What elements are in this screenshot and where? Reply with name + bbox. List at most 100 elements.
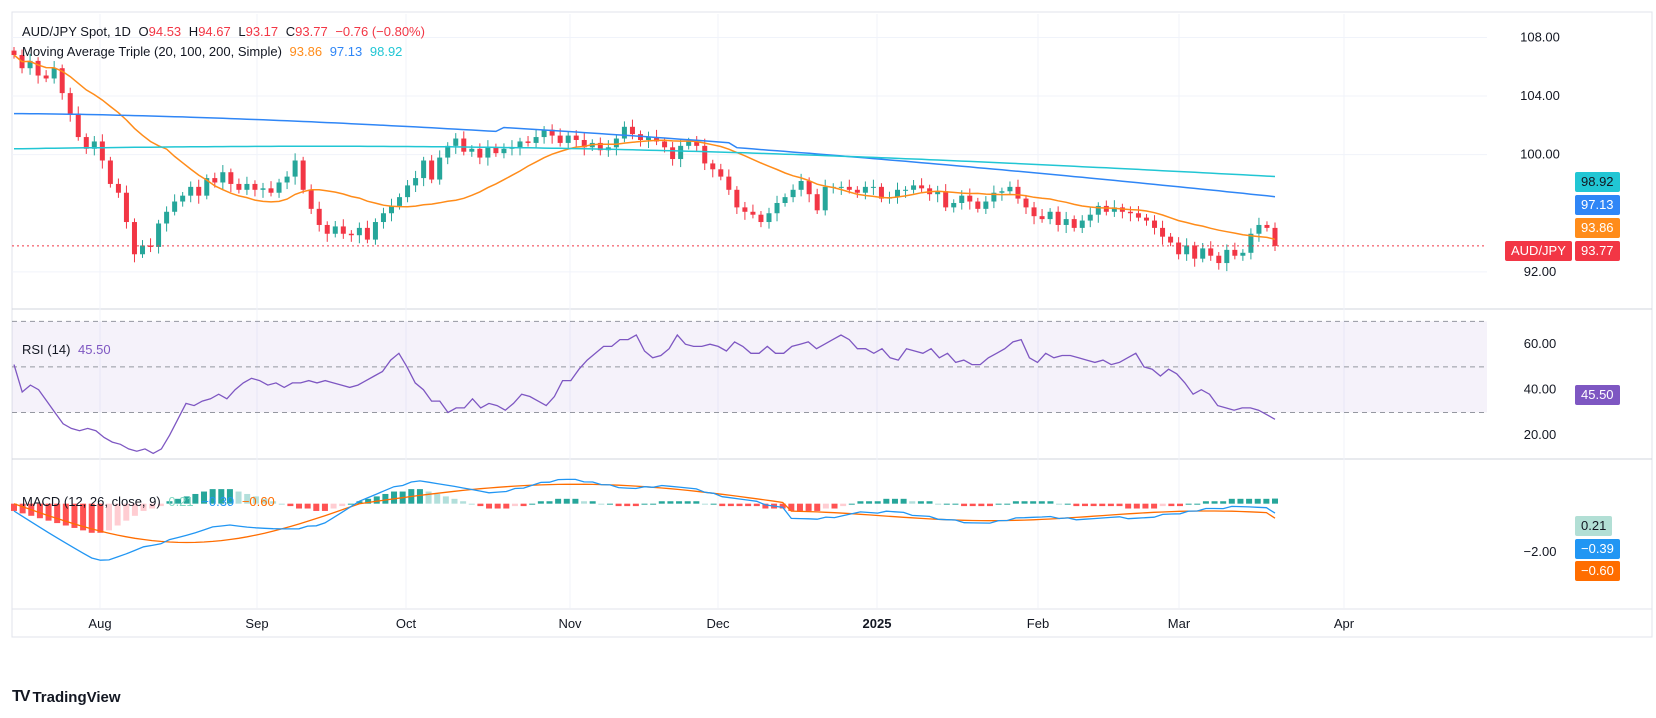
candle-body [364,227,370,240]
candle-body [1127,211,1133,214]
candle-body [421,160,427,179]
histogram-bar [986,503,993,507]
candle-body [348,233,354,236]
candle-body [308,189,314,209]
histogram-bar [226,489,233,504]
histogram-bar [1168,503,1175,507]
histogram-bar [1185,503,1192,505]
candle-body [1031,207,1037,217]
candle-body [597,142,603,151]
x-tick-label: Aug [88,616,111,631]
candle-body [107,160,113,184]
histogram-bar [874,501,881,504]
candle-body [1264,224,1270,228]
open-value: 94.53 [148,24,182,39]
histogram-bar [235,491,242,504]
histogram-bar [209,489,216,504]
histogram-bar [451,498,458,504]
histogram-bar [779,503,786,509]
candle-body [292,160,298,177]
signal-legend-value: −0.60 [241,494,275,509]
x-tick-label: Apr [1334,616,1355,631]
rsi-tick-label: 40.00 [1524,382,1557,397]
histogram-bar [658,501,665,504]
histogram-bar [261,498,268,504]
candle-body [43,75,49,79]
hist-tag: 0.21 [1575,516,1613,536]
histogram-bar [1133,503,1140,509]
candle-body [525,141,531,143]
histogram-bar [175,498,182,504]
candle-body [35,60,41,76]
candle-body [1071,219,1077,228]
histogram-bar [19,503,26,514]
histogram-bar [926,501,933,504]
rsi-legend-label: RSI (14) [22,342,71,357]
histogram-bar [909,501,916,504]
candle-body [662,141,668,148]
histogram-bar [71,503,78,528]
candle-body [260,188,266,190]
histogram-bar [149,503,156,509]
candle-body [1184,245,1190,255]
candle-body [846,186,852,190]
hist-legend-value: 0.21 [168,494,194,509]
candle-body [991,192,997,202]
candle-body [734,189,740,208]
histogram-bar [831,503,838,509]
histogram-bar [321,503,328,511]
histogram-bar [382,493,389,504]
candle-body [557,135,563,143]
ma100-tag: 97.13 [1575,195,1620,215]
candle-body [541,129,547,138]
histogram-bar [891,498,898,504]
histogram-bar [106,503,113,531]
brand[interactable]: TV TradingView [12,688,121,706]
histogram-bar [80,503,87,531]
histogram-bar [192,493,199,504]
histogram-bar [140,503,147,511]
histogram-bar [330,503,337,509]
histogram-bar [365,498,372,504]
candle-body [131,222,137,255]
histogram-bar [943,503,950,505]
candle-body [236,183,242,190]
candle-body [1135,213,1141,218]
histogram-bar [62,503,69,526]
macd-tag: −0.39 [1575,539,1620,559]
candle-body [999,191,1005,193]
histogram-bar [1211,501,1218,504]
histogram-bar [710,503,717,505]
candle-body [742,207,748,212]
candle-body [188,186,194,196]
candle-body [172,201,178,212]
histogram-bar [442,496,449,504]
low-value: 93.17 [245,24,279,39]
histogram-bar [701,503,708,505]
histogram-bar [1038,501,1045,504]
candle-body [710,163,716,170]
histogram-bar [969,503,976,507]
histogram-bar [1228,498,1235,504]
histogram-bar [1090,503,1097,507]
histogram-bar [252,496,259,504]
candle-body [1055,211,1061,225]
ma-legend: Moving Average Triple (20, 100, 200, Sim… [22,44,406,60]
candle-body [1095,205,1101,215]
candle-body [838,186,844,188]
histogram-bar [1202,501,1209,504]
symbol-tag: AUD/JPY [1505,241,1572,261]
ma20-tag: 93.86 [1575,218,1620,238]
candle-body [694,141,700,146]
histogram-bar [1021,501,1028,504]
candle-body [1087,214,1093,221]
histogram-bar [667,501,674,504]
macd-legend-value: −0.39 [201,494,235,509]
histogram-bar [650,503,657,505]
macd-legend: MACD (12, 26, close, 9) 0.21 −0.39 −0.60 [22,494,279,510]
histogram-bar [244,493,251,504]
candle-body [83,137,89,149]
rsi-line [13,333,1276,455]
candle-body [196,186,202,196]
